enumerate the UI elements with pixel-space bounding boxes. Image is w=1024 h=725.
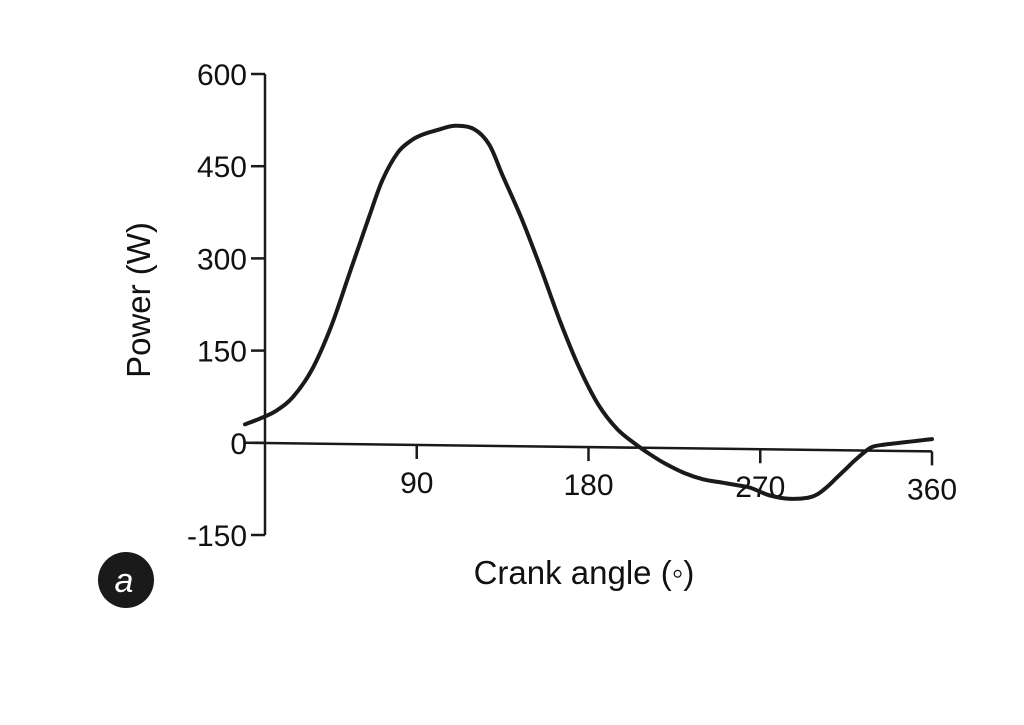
panel-badge: a (98, 552, 154, 608)
y-tick-label: 600 (197, 59, 247, 92)
y-axis-ticks: 600 450 300 150 0 -150 (187, 59, 265, 553)
x-axis-ticks: 90 180 270 360 (400, 444, 957, 506)
panel-badge-circle (98, 552, 154, 608)
x-tick-label: 90 (400, 467, 433, 500)
series-group (243, 123, 934, 501)
y-tick-label: -150 (187, 520, 247, 553)
panel-label: a (115, 562, 134, 600)
x-tick-label: 180 (563, 469, 613, 502)
x-axis-title: Crank angle (◦) (474, 554, 695, 591)
y-axis-title: Power (W) (120, 222, 157, 378)
y-tick-label: 0 (230, 428, 247, 461)
x-tick-label: 360 (907, 473, 957, 506)
y-tick-label: 450 (197, 151, 247, 184)
axes (244, 74, 933, 535)
y-tick-label: 300 (197, 243, 247, 276)
power-curve-line (243, 123, 934, 501)
y-tick-label: 150 (197, 336, 247, 369)
